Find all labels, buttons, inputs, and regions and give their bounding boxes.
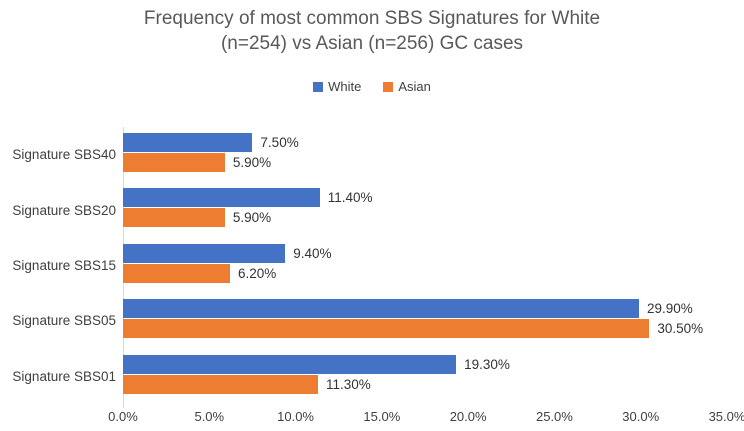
- x-axis-tick-label: 35.0%: [708, 409, 744, 424]
- x-axis-tick-label: 25.0%: [535, 409, 573, 424]
- plot-area: 7.50% 5.90% 11.40% 5.90% 9.40% 6.20% 29.90% 30.…: [123, 127, 727, 404]
- x-axis-tick-label: 10.0%: [277, 409, 314, 424]
- value-label: 9.40%: [293, 245, 332, 261]
- legend-swatch-asian: [383, 81, 394, 92]
- chart-title-line-1: Frequency of most common SBS Signatures …: [143, 8, 601, 29]
- bar-white: [123, 243, 286, 263]
- x-axis-tick-label: 0.0%: [108, 409, 138, 424]
- value-label: 5.90%: [232, 155, 272, 170]
- value-label: 30.50%: [657, 321, 704, 337]
- bar-asian: [123, 153, 225, 172]
- value-label: 6.20%: [237, 265, 277, 281]
- x-axis-ticks: 0.0% 5.0% 10.0% 15.0% 20.0% 25.0% 30.0% 35.0%: [108, 409, 744, 425]
- value-label: 7.50%: [260, 135, 299, 150]
- x-axis-tick-label: 30.0%: [622, 409, 660, 424]
- bar-row: 11.40%: [123, 188, 727, 208]
- value-label: 19.30%: [464, 356, 510, 372]
- bar-white: [123, 299, 639, 319]
- category-label: Signature SBS40: [12, 147, 116, 163]
- legend-label-white: White: [328, 79, 362, 94]
- bar-white: [123, 188, 320, 208]
- bar-asian: [123, 263, 230, 283]
- value-label: 11.40%: [327, 190, 373, 206]
- category-labels: Signature SBS40 Signature SBS20 Signature …: [0, 127, 116, 404]
- bar-row: 11.30%: [123, 374, 727, 394]
- bar-row: 7.50%: [123, 133, 727, 152]
- bar-row: 5.90%: [123, 153, 727, 172]
- legend-label-asian: Asian: [398, 79, 431, 94]
- legend-item-asian: Asian: [383, 79, 431, 94]
- bar-asian: [123, 319, 650, 339]
- category-label: Signature SBS05: [12, 313, 116, 329]
- x-axis-tick-label: 20.0%: [449, 409, 487, 424]
- legend-swatch-white: [313, 81, 324, 92]
- bar-white: [123, 133, 253, 152]
- value-label: 11.30%: [326, 376, 371, 392]
- legend: White Asian: [0, 79, 744, 94]
- value-label: 5.90%: [232, 210, 272, 226]
- category-label: Signature SBS01: [12, 368, 116, 384]
- category-label: Signature SBS15: [12, 258, 116, 274]
- bar-asian: [123, 208, 225, 228]
- bar-row: 6.20%: [123, 263, 727, 283]
- bar-row: 9.40%: [123, 243, 727, 263]
- bar-row: 29.90%: [123, 299, 727, 319]
- x-axis-tick-label: 5.0%: [194, 409, 225, 424]
- x-axis-tick-label: 15.0%: [363, 409, 401, 424]
- category-label: Signature SBS20: [12, 202, 116, 218]
- bar-white: [123, 354, 457, 374]
- chart-title-line-2: (n=254) vs Asian (n=256) GC cases: [220, 33, 524, 54]
- bar-row: 5.90%: [123, 208, 727, 228]
- chart-title: Frequency of most common SBS Signatures …: [0, 6, 744, 56]
- bar-row: 19.30%: [123, 354, 727, 374]
- value-label: 29.90%: [646, 301, 693, 317]
- legend-item-white: White: [313, 79, 361, 94]
- bar-row: 30.50%: [123, 319, 727, 339]
- bar-asian: [123, 374, 318, 394]
